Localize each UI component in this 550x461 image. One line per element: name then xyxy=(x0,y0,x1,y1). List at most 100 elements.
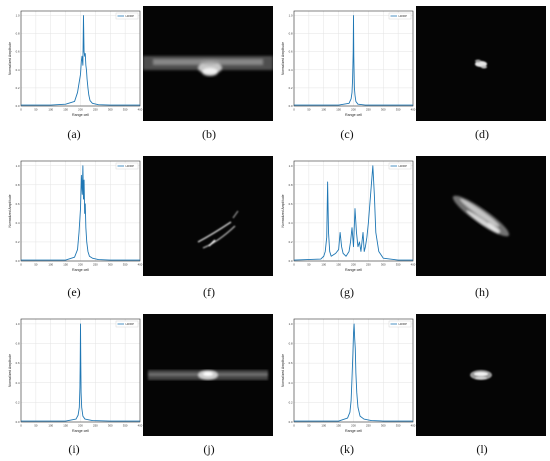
y-axis-label: Normalized Amplitude xyxy=(281,354,285,387)
x-axis-label: Range cell xyxy=(345,429,362,433)
hrrp-chart-i: 0 50 100 150 200 250 300 350 400 0.0 0.2 0.4 0.6 0.8 1… xyxy=(8,318,143,433)
y-tick-label: 0.2 xyxy=(16,400,20,404)
y-tick-label: 1.0 xyxy=(16,14,20,18)
x-tick-label: 250 xyxy=(93,108,98,112)
x-tick-label: 350 xyxy=(396,263,401,267)
y-tick-label: 0.6 xyxy=(289,202,293,206)
x-tick-label: 0 xyxy=(293,108,295,112)
x-tick-label: 0 xyxy=(20,263,22,267)
x-tick-label: 100 xyxy=(48,424,53,428)
y-tick-label: 0.4 xyxy=(289,381,293,385)
y-tick-label: 1.0 xyxy=(16,322,20,326)
y-tick-label: 0.4 xyxy=(16,221,20,225)
hrrp-plot-i: 0 50 100 150 200 250 300 350 400 0.0 0.2 0.4 0.6 0.8 1… xyxy=(5,313,143,436)
y-tick-label: 0.6 xyxy=(16,361,20,365)
y-tick-label: 0.4 xyxy=(16,68,20,72)
y-axis-label: Normalized Amplitude xyxy=(281,194,285,227)
y-tick-label: 0.2 xyxy=(289,400,293,404)
panel-label-a: (a) xyxy=(67,127,81,141)
isar-image-l xyxy=(416,314,546,436)
legend-box xyxy=(388,320,412,328)
x-tick-label: 200 xyxy=(78,263,83,267)
y-tick-label: 0.2 xyxy=(289,86,293,90)
x-tick-label: 400 xyxy=(138,108,143,112)
legend-label: HRRP xyxy=(126,322,135,326)
y-tick-label: 0.6 xyxy=(16,202,20,206)
hrrp-chart-g: 0 50 100 150 200 250 300 350 400 0.0 0.2 0.4 0.6 0.8 1… xyxy=(281,160,416,272)
x-tick-label: 300 xyxy=(108,263,113,267)
legend-label: HRRP xyxy=(399,322,408,326)
x-tick-label: 400 xyxy=(411,263,416,267)
panel-label-g: (g) xyxy=(340,285,354,299)
isar-image-f xyxy=(143,156,273,276)
y-tick-label: 0.2 xyxy=(16,240,20,244)
y-tick-label: 1.0 xyxy=(16,164,20,168)
x-axis-label: Range cell xyxy=(345,268,362,272)
legend-label: HRRP xyxy=(126,14,135,18)
y-tick-label: 0.0 xyxy=(289,104,293,108)
x-axis-label: Range cell xyxy=(345,113,362,117)
x-tick-label: 250 xyxy=(366,108,371,112)
y-tick-label: 0.8 xyxy=(16,183,20,187)
x-tick-label: 300 xyxy=(381,424,386,428)
x-tick-label: 0 xyxy=(293,424,295,428)
y-tick-label: 0.8 xyxy=(289,342,293,346)
panel-label-e: (e) xyxy=(67,285,81,299)
x-axis-label: Range cell xyxy=(72,268,89,272)
x-tick-label: 350 xyxy=(123,108,128,112)
y-axis-label: Normalized Amplitude xyxy=(8,354,12,387)
y-tick-label: 0.8 xyxy=(289,32,293,36)
x-tick-label: 150 xyxy=(63,263,68,267)
legend-label: HRRP xyxy=(399,14,408,18)
hrrp-plot-g: 0 50 100 150 200 250 300 350 400 0.0 0.2 0.4 0.6 0.8 1… xyxy=(278,155,416,275)
y-tick-label: 0.0 xyxy=(289,420,293,424)
x-tick-label: 0 xyxy=(20,424,22,428)
panel-label-b: (b) xyxy=(202,127,216,141)
x-tick-label: 250 xyxy=(93,424,98,428)
panel-label-f: (f) xyxy=(203,285,215,299)
plot-frame xyxy=(293,10,414,107)
legend-box xyxy=(388,162,412,170)
legend-box xyxy=(115,320,139,328)
x-tick-label: 200 xyxy=(78,424,83,428)
plot-frame xyxy=(20,318,141,423)
x-tick-label: 100 xyxy=(48,263,53,267)
hrrp-series-line xyxy=(293,165,413,261)
x-tick-label: 300 xyxy=(381,263,386,267)
x-tick-label: 0 xyxy=(20,108,22,112)
hrrp-plot-c: 0 50 100 150 200 250 300 350 400 0.0 0.2 0.4 0.6 0.8 1… xyxy=(278,5,416,120)
hrrp-series-line xyxy=(21,165,140,261)
y-tick-label: 0.0 xyxy=(289,259,293,263)
x-tick-label: 150 xyxy=(336,108,341,112)
hrrp-series-line xyxy=(21,323,140,422)
y-tick-label: 1.0 xyxy=(289,164,293,168)
x-tick-label: 400 xyxy=(411,424,416,428)
x-tick-label: 50 xyxy=(34,108,38,112)
y-tick-label: 0.8 xyxy=(289,183,293,187)
x-tick-label: 150 xyxy=(63,108,68,112)
legend-label: HRRP xyxy=(399,164,408,168)
x-tick-label: 100 xyxy=(48,108,53,112)
x-tick-label: 400 xyxy=(138,424,143,428)
y-tick-label: 0.6 xyxy=(289,361,293,365)
plot-frame xyxy=(293,160,414,262)
y-tick-label: 0.0 xyxy=(16,259,20,263)
y-tick-label: 0.6 xyxy=(289,50,293,54)
hrrp-chart-k: 0 50 100 150 200 250 300 350 400 0.0 0.2 0.4 0.6 0.8 1… xyxy=(281,318,416,433)
x-tick-label: 50 xyxy=(307,108,311,112)
y-axis-label: Normalized Amplitude xyxy=(8,42,12,75)
legend-box xyxy=(115,12,139,20)
isar-image-h xyxy=(416,156,546,276)
panel-label-j: (j) xyxy=(203,442,215,456)
hrrp-plot-e: 0 50 100 150 200 250 300 350 400 0.0 0.2 0.4 0.6 0.8 1… xyxy=(5,155,143,275)
x-tick-label: 100 xyxy=(321,424,326,428)
x-tick-label: 0 xyxy=(293,263,295,267)
x-tick-label: 250 xyxy=(366,263,371,267)
x-tick-label: 150 xyxy=(63,424,68,428)
y-tick-label: 0.0 xyxy=(16,104,20,108)
x-tick-label: 200 xyxy=(78,108,83,112)
x-tick-label: 250 xyxy=(366,424,371,428)
legend-box xyxy=(115,162,139,170)
y-tick-label: 0.8 xyxy=(16,32,20,36)
x-tick-label: 200 xyxy=(351,108,356,112)
